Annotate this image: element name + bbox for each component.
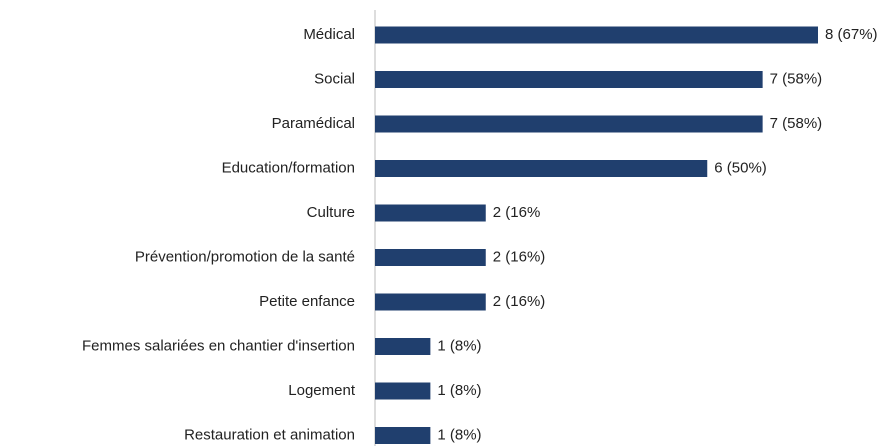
category-label: Social	[314, 70, 355, 87]
bar	[375, 249, 486, 266]
value-label: 2 (16%	[493, 204, 541, 221]
bar	[375, 26, 818, 44]
value-label: 1 (8%)	[437, 426, 481, 443]
category-label: Médical	[303, 26, 355, 43]
bar	[375, 338, 431, 355]
value-label: 7 (58%)	[770, 70, 823, 87]
bar	[375, 160, 708, 177]
bar	[375, 293, 486, 311]
value-label: 8 (67%)	[825, 26, 878, 43]
category-label: Petite enfance	[259, 293, 355, 310]
value-label: 1 (8%)	[437, 382, 481, 399]
category-label: Restauration et animation	[184, 426, 355, 443]
category-label: Femmes salariées en chantier d'insertion	[82, 337, 355, 354]
value-label: 2 (16%)	[493, 293, 546, 310]
category-label: Prévention/promotion de la santé	[135, 248, 355, 265]
value-label: 1 (8%)	[437, 337, 481, 354]
value-label: 6 (50%)	[714, 159, 767, 176]
category-label: Paramédical	[272, 115, 355, 132]
value-label: 2 (16%)	[493, 248, 546, 265]
bar	[375, 115, 763, 133]
category-label: Culture	[307, 204, 355, 221]
bar	[375, 71, 763, 88]
category-label: Education/formation	[222, 159, 355, 176]
value-label: 7 (58%)	[770, 115, 823, 132]
bar	[375, 382, 431, 400]
category-label: Logement	[288, 382, 356, 399]
bar	[375, 204, 486, 222]
bar	[375, 427, 431, 444]
